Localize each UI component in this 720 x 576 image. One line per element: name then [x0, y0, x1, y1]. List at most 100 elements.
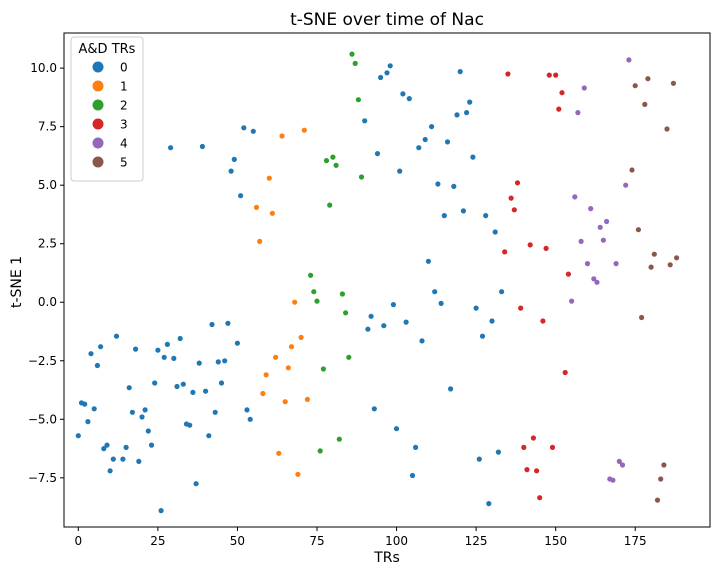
- series-4-point: [616, 458, 622, 464]
- series-2-point: [336, 436, 342, 442]
- series-1-point: [273, 354, 279, 360]
- legend-title: A&D TRs: [79, 42, 136, 57]
- series-0-point: [374, 151, 381, 157]
- legend-label-0: 0: [120, 61, 128, 75]
- chart-title: t-SNE over time of Nac: [290, 10, 484, 30]
- series-0-point: [451, 183, 457, 189]
- series-0-point: [225, 320, 231, 326]
- series-0-point: [393, 426, 400, 432]
- series-1-point: [279, 133, 285, 139]
- series-2-point: [358, 174, 365, 180]
- series-5-point: [670, 80, 677, 86]
- series-0-point: [390, 302, 396, 308]
- series-0-point: [113, 333, 120, 339]
- series-3-point: [540, 318, 546, 324]
- series-3-point: [530, 435, 537, 441]
- series-2-point: [355, 97, 361, 103]
- series-1-point: [285, 365, 291, 371]
- series-2-point: [346, 354, 352, 360]
- series-0-point: [454, 112, 460, 118]
- series-0-point: [448, 386, 454, 392]
- y-tick-label: 0.0: [38, 295, 57, 309]
- series-0-point: [139, 414, 145, 420]
- series-2-point: [320, 366, 326, 372]
- series-4-point: [581, 85, 587, 91]
- series-0-point: [209, 321, 215, 328]
- y-tick-label: 5.0: [38, 178, 57, 192]
- series-0-point: [193, 481, 199, 487]
- series-1-point: [260, 390, 266, 397]
- y-axis-label: t-SNE 1: [9, 256, 25, 308]
- series-0-point: [142, 407, 148, 413]
- series-0-point: [378, 74, 384, 81]
- series-0-point: [120, 456, 126, 462]
- series-0-point: [104, 442, 110, 448]
- series-0-point: [133, 346, 139, 352]
- series-0-point: [222, 358, 228, 364]
- series-0-point: [467, 99, 473, 105]
- series-4-point: [613, 261, 619, 267]
- series-0-point: [196, 360, 202, 366]
- series-0-point: [432, 289, 438, 295]
- y-tick-label: −7.5: [28, 471, 57, 485]
- series-0-point: [199, 143, 205, 150]
- series-3-point: [565, 271, 572, 277]
- series-2-point: [311, 289, 317, 295]
- series-2-point: [323, 158, 330, 164]
- series-2-point: [352, 60, 358, 66]
- series-4-point: [594, 279, 600, 285]
- series-4-point: [575, 110, 581, 116]
- series-0-point: [107, 468, 113, 474]
- series-0-point: [82, 401, 88, 407]
- series-0-point: [85, 419, 91, 425]
- series-0-point: [413, 444, 419, 450]
- series-4-point: [623, 182, 629, 188]
- series-0-point: [250, 128, 256, 134]
- series-0-point: [368, 313, 374, 319]
- series-0-point: [241, 125, 247, 131]
- series-1-point: [266, 175, 272, 181]
- series-1-point: [282, 399, 288, 405]
- series-0-point: [416, 145, 422, 151]
- legend-marker-0: [92, 61, 104, 73]
- series-0-point: [457, 69, 463, 75]
- series-2-point: [343, 310, 349, 316]
- series-5-point: [639, 314, 645, 321]
- series-3-point: [546, 72, 552, 78]
- series-0-point: [464, 110, 470, 116]
- series-0-point: [228, 168, 234, 174]
- series-1-point: [288, 344, 295, 350]
- series-3-point: [511, 207, 517, 213]
- series-0-point: [136, 458, 142, 464]
- legend-label-4: 4: [120, 137, 128, 151]
- x-tick-label: 125: [465, 534, 488, 548]
- legend-label-5: 5: [120, 156, 128, 170]
- series-5-point: [661, 462, 667, 468]
- series-5-point: [632, 83, 638, 89]
- series-0-point: [486, 501, 492, 507]
- x-tick-label: 75: [309, 534, 324, 548]
- legend-label-1: 1: [120, 80, 128, 94]
- series-0-point: [495, 449, 501, 455]
- series-5-point: [635, 227, 642, 233]
- legend-label-2: 2: [120, 99, 128, 113]
- legend-marker-2: [92, 99, 104, 111]
- series-1-point: [257, 238, 263, 244]
- series-0-point: [180, 381, 186, 387]
- x-axis-label: TRs: [373, 550, 400, 566]
- series-0-point: [145, 428, 151, 434]
- series-0-point: [476, 456, 482, 462]
- x-tick-label: 100: [385, 534, 408, 548]
- series-0-point: [187, 422, 193, 428]
- x-tick-label: 50: [230, 534, 245, 548]
- series-4-point: [591, 276, 597, 282]
- legend: A&D TRs 0 1 2 3 4 5: [70, 36, 144, 182]
- series-0-point: [422, 136, 428, 143]
- series-4-point: [619, 462, 626, 468]
- series-3-point: [502, 249, 508, 255]
- series-3-point: [549, 444, 556, 450]
- series-3-point: [543, 245, 549, 251]
- legend-marker-3: [92, 118, 104, 130]
- series-3-point: [537, 495, 543, 501]
